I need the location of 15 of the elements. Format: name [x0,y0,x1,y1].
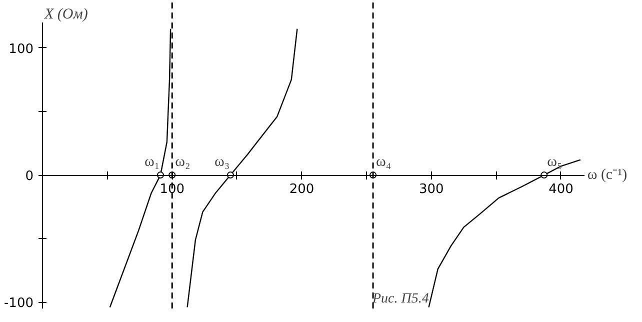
y-tick-label: -100 [4,296,34,312]
annotation: ω₃ [214,154,230,170]
x-tick-label: 200 [289,182,314,198]
x-tick-label: 300 [418,182,444,198]
annotation: ω₅ [547,154,562,170]
annotation: ω₄ [376,154,392,170]
x-tick-label: 100 [160,182,185,198]
annotation: ω₂ [175,154,190,170]
y-tick-label: 0 [25,169,34,184]
x-axis-title: ω (c⁻¹) [587,167,628,184]
y-tick-label: 100 [8,42,34,57]
annotation: Рис. П5.4 [372,292,429,306]
x-tick-label: 400 [548,182,574,198]
annotation: ω₁ [144,154,160,170]
y-axis-title: X (Ом) [44,6,88,23]
